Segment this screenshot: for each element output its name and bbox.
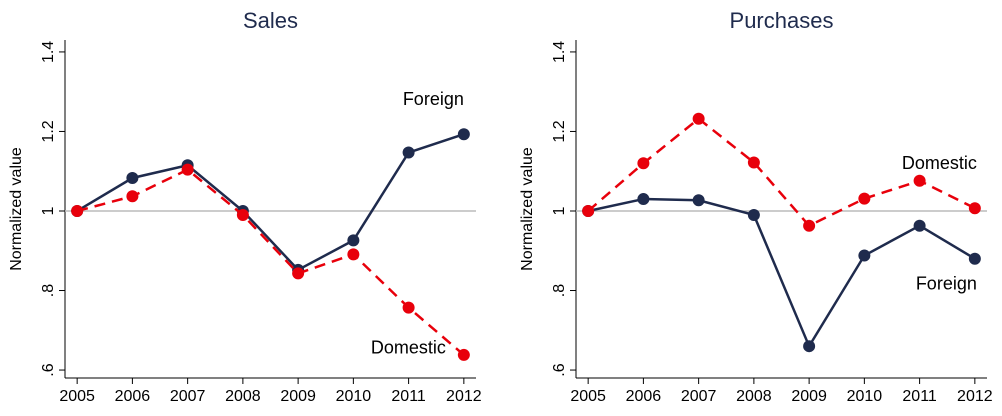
data-point: [71, 204, 84, 217]
x-tick-label: 2009: [280, 388, 316, 405]
data-point: [637, 193, 650, 206]
x-tick-label: 2010: [336, 388, 372, 405]
data-point: [181, 163, 194, 176]
data-point: [292, 267, 305, 280]
data-point: [236, 208, 249, 221]
x-tick-label: 2006: [115, 388, 151, 405]
series-line: [76, 133, 465, 272]
y-tick-label: .8: [40, 284, 57, 297]
chart-title: Sales: [243, 8, 298, 33]
data-point: [968, 202, 981, 215]
data-point: [637, 157, 650, 170]
y-tick-label: 1.2: [551, 120, 568, 142]
series-label: Foreign: [403, 89, 464, 109]
data-point: [126, 171, 139, 184]
series-label: Foreign: [916, 273, 977, 293]
data-point: [347, 248, 360, 261]
series-label: Domestic: [902, 153, 977, 173]
data-point: [858, 249, 871, 262]
data-point: [582, 204, 595, 217]
data-point: [692, 194, 705, 207]
series-label: Domestic: [371, 338, 446, 358]
data-point: [858, 192, 871, 205]
x-tick-label: 2007: [170, 388, 206, 405]
data-point: [457, 348, 470, 361]
y-tick-label: .8: [551, 284, 568, 297]
data-point: [402, 301, 415, 314]
data-point: [913, 174, 926, 187]
data-point: [803, 340, 816, 353]
x-tick-label: 2008: [225, 388, 261, 405]
x-tick-label: 2012: [957, 388, 993, 405]
x-tick-label: 2007: [681, 388, 717, 405]
data-point: [913, 219, 926, 232]
y-axis-label: Normalized value: [8, 147, 25, 271]
x-tick-label: 2008: [736, 388, 772, 405]
x-tick-label: 2011: [902, 388, 937, 405]
x-tick-label: 2012: [446, 388, 482, 405]
series-line: [587, 117, 976, 228]
y-tick-label: 1.2: [40, 120, 57, 142]
data-point: [402, 146, 415, 159]
y-tick-label: 1: [551, 206, 568, 215]
data-point: [747, 156, 760, 169]
data-point: [747, 208, 760, 221]
y-axis-label: Normalized value: [519, 147, 536, 271]
y-tick-label: .6: [551, 363, 568, 376]
data-point: [457, 128, 470, 141]
chart-title: Purchases: [730, 8, 834, 33]
data-point: [968, 252, 981, 265]
series-line: [587, 197, 976, 349]
x-tick-label: 2006: [626, 388, 662, 405]
y-tick-label: .6: [40, 363, 57, 376]
y-tick-label: 1: [40, 206, 57, 215]
x-tick-label: 2010: [847, 388, 883, 405]
x-tick-label: 2005: [570, 388, 606, 405]
y-tick-label: 1.4: [40, 41, 57, 63]
data-point: [692, 112, 705, 125]
data-point: [126, 190, 139, 203]
data-point: [803, 219, 816, 232]
data-point: [347, 234, 360, 247]
x-tick-label: 2009: [791, 388, 827, 405]
y-tick-label: 1.4: [551, 41, 568, 63]
x-tick-label: 2011: [391, 388, 426, 405]
x-tick-label: 2005: [59, 388, 95, 405]
